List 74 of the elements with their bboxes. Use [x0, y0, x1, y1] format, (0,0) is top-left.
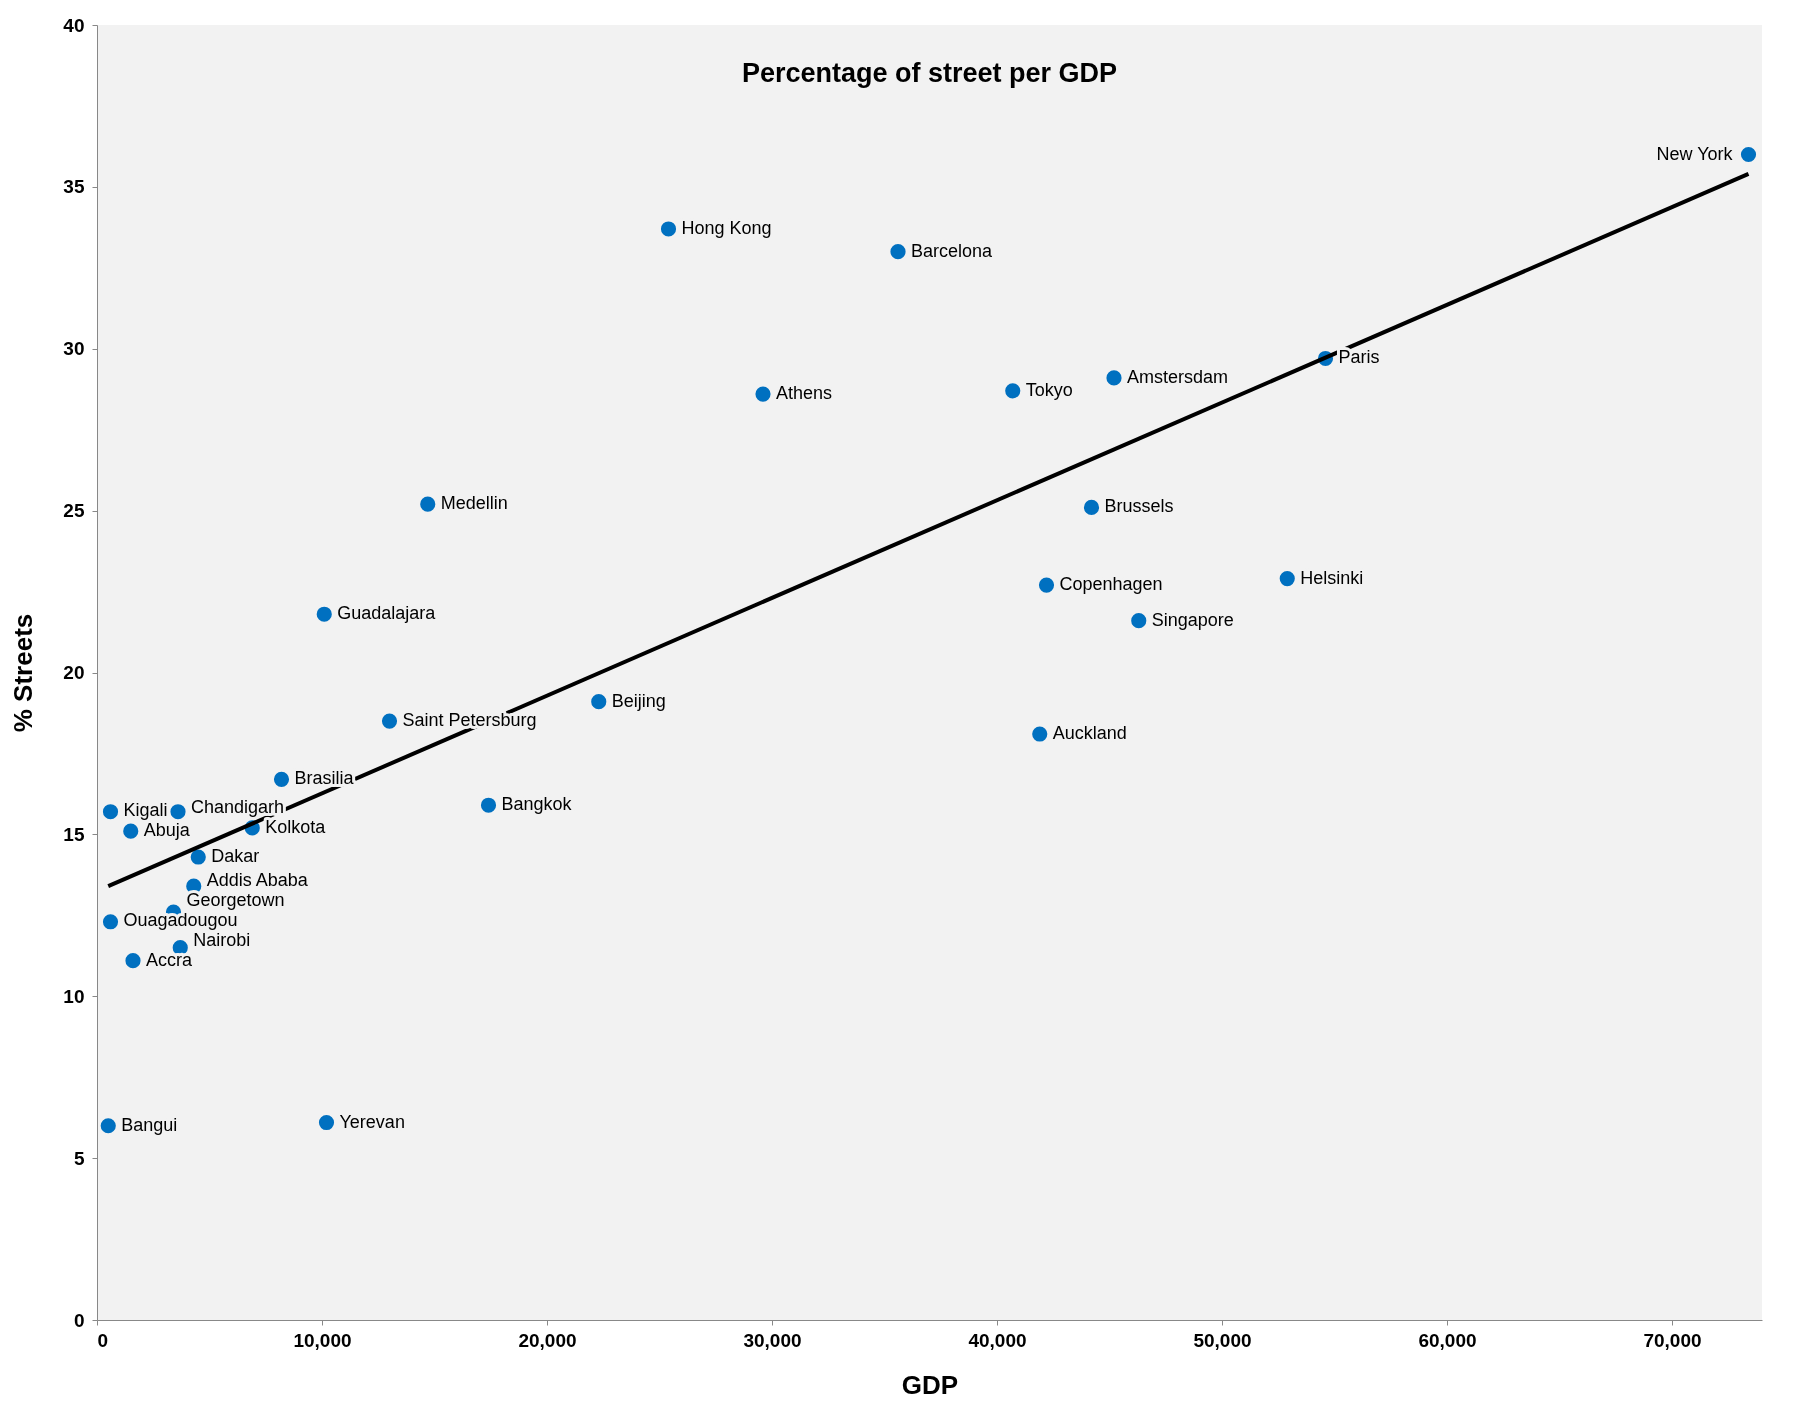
annotation: Bangkok — [501, 794, 573, 815]
annotation: Chandigarh — [191, 796, 285, 817]
annotation: Athens — [776, 383, 833, 404]
point — [123, 823, 139, 839]
annotation: Beijing — [611, 690, 666, 711]
x-tick-label: 30,000 — [743, 1329, 802, 1351]
point — [125, 953, 141, 969]
point — [755, 386, 771, 402]
x-tick-label: 50,000 — [1193, 1329, 1252, 1351]
annotation: Addis Ababa — [206, 869, 309, 890]
point — [890, 244, 906, 260]
annotation: Dakar — [211, 846, 260, 867]
annotation: Brussels — [1104, 496, 1174, 517]
x-tick-label: 10,000 — [293, 1329, 352, 1351]
annotation: Nairobi — [193, 929, 251, 950]
text: Percentage of street per GDP — [741, 58, 1118, 88]
point — [316, 606, 332, 622]
point — [1131, 613, 1147, 629]
y-tick-label: 15 — [63, 823, 85, 845]
point — [1038, 577, 1055, 593]
point — [1005, 383, 1021, 399]
point — [190, 849, 206, 865]
x-tick-label: 20,000 — [518, 1329, 577, 1351]
y-tick-label: 35 — [63, 176, 85, 198]
point — [1032, 726, 1048, 742]
point — [170, 804, 186, 820]
annotation: Ouagadougou — [123, 909, 238, 930]
annotation: Helsinki — [1300, 567, 1364, 588]
annotation: Barcelona — [911, 240, 994, 261]
point — [1740, 146, 1757, 163]
point — [102, 804, 119, 820]
y-tick-label: 40 — [63, 14, 85, 36]
annotation: Copenhagen — [1059, 574, 1163, 595]
point — [1106, 370, 1122, 386]
point — [318, 1114, 335, 1131]
x-axis-title: GDP — [901, 1369, 959, 1400]
annotation: Yerevan — [339, 1111, 405, 1132]
annotation: New York — [1656, 143, 1734, 164]
point — [420, 496, 436, 512]
annotation: Amstersdam — [1127, 366, 1229, 387]
annotation: Abuja — [143, 820, 191, 841]
y-tick-label: 5 — [73, 1147, 85, 1169]
point — [381, 713, 398, 729]
point — [660, 221, 677, 237]
annotation: Hong Kong — [681, 217, 772, 238]
annotation: Medellin — [440, 493, 508, 514]
y-tick-label: 10 — [63, 985, 85, 1007]
annotation: Auckland — [1052, 723, 1127, 744]
y-tick-label: 25 — [63, 500, 85, 522]
y-tick-label: 30 — [63, 338, 85, 360]
x-tick-label: 40,000 — [968, 1329, 1027, 1351]
y-tick-label: 0 — [73, 1309, 85, 1331]
annotation: Georgetown — [186, 889, 285, 910]
annotation: Kolkota — [265, 816, 327, 837]
annotation: Brasilia — [294, 768, 355, 789]
point — [1083, 499, 1100, 515]
annotation: Kigali — [123, 800, 168, 821]
annotation: Guadalajara — [337, 603, 437, 624]
y-axis-title: % Streets — [8, 613, 39, 733]
x-tick-label: 60,000 — [1418, 1329, 1477, 1351]
point — [1279, 571, 1295, 587]
point — [102, 914, 119, 930]
annotation: Paris — [1338, 347, 1380, 368]
point — [100, 1118, 116, 1134]
annotation: Singapore — [1151, 609, 1234, 630]
annotation: Accra — [146, 949, 193, 970]
x-tick-label: 70,000 — [1643, 1329, 1702, 1351]
x-tick-label: 0 — [97, 1329, 109, 1351]
y-tick-label: 20 — [63, 662, 85, 683]
annotation: Tokyo — [1025, 379, 1073, 400]
point — [273, 771, 290, 787]
point — [480, 797, 497, 813]
point — [591, 694, 607, 710]
annotation: Bangui — [121, 1114, 178, 1135]
